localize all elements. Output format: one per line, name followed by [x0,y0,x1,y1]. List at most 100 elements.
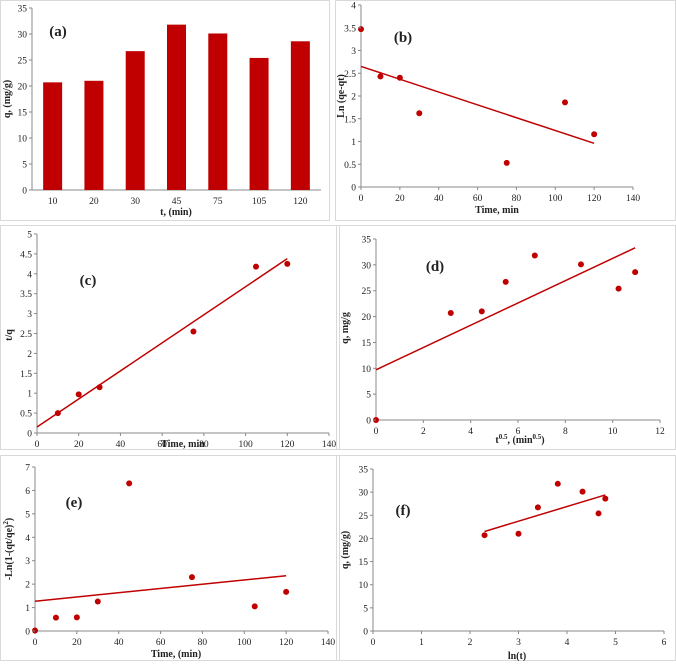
x-axis-label-text: Time, min [475,205,519,216]
x-tick-label: 0 [35,440,40,450]
panel-tag-c: (c) [80,273,97,289]
data-point [562,99,568,106]
panel-border [0,0,330,221]
data-point [190,328,197,335]
y-tick-label: 10 [362,365,372,375]
y-axis-label: -Ln(1-(qt/qe)2) [2,518,15,580]
y-tick-label: 5 [22,161,27,171]
x-tick-label: 2 [421,427,426,437]
y-axis-label-end: ) [4,518,15,521]
panel-tag-a: (a) [49,24,67,40]
y-tick-label: 1.5 [344,115,356,125]
trendline [375,247,636,371]
x-tick-label: 6 [662,638,667,648]
data-point [94,598,101,605]
chart-panel-f: 0 1 2 3 4 5 6 0 5 10 15 20 25 30 35 (f) ln(t) q, (mg/g) [336,455,676,662]
data-point [73,614,80,621]
data-point [54,410,61,417]
y-tick-label: 30 [18,31,28,41]
y-axis-label: Ln (qe-qt) [336,74,347,118]
y-axis-label-text: q, (mg/g) [340,531,351,569]
y-tick-label: 1 [351,138,356,148]
chart-panel-c: 0 20 40 60 80 100 120 140 0 0.5 1 1.5 2 2.5 3 3.5 4 4.5 5 (… [0,225,340,450]
x-tick-label: 75 [213,197,223,207]
y-tick-label: 2 [351,93,356,103]
x-tick-label: 4 [468,427,473,437]
y-tick-label: 1 [25,604,30,614]
y-tick-label: 3.5 [344,24,356,34]
chart-panel-d: 0 2 4 6 8 10 12 0 5 10 15 20 25 30 35 (d) t0.5, (min0.5)… [336,225,676,450]
bar-45 [167,24,186,190]
y-tick-label: 0 [366,417,371,427]
y-tick-label: 15 [18,109,28,119]
x-tick-label: 8 [563,427,568,437]
y-tick-label: 0.5 [20,410,32,420]
x-tick-label: 6 [516,427,521,437]
x-tick-label: 20 [89,197,99,207]
y-tick-label: 0 [22,187,27,197]
y-tick-label: 7 [25,464,30,474]
y-tick-label: 35 [18,5,28,15]
chart-svg-f: 0 1 2 3 4 5 6 0 5 10 15 20 25 30 35 (f) ln(t) q, (mg/g) [336,455,676,662]
data-point [554,480,561,487]
x-tick-label: 120 [280,440,295,450]
x-axis-label-end: ) [541,435,544,446]
bar-20 [84,80,104,190]
x-tick-label: 1 [419,638,424,648]
bar-30 [125,51,145,190]
x-tick-label: 20 [395,194,405,204]
y-axis-label-text: q, mg/g [340,312,351,344]
x-axis-label: t0.5, (min0.5) [495,433,544,446]
y-tick-label: 10 [359,581,369,591]
x-tick-label: 0 [374,427,379,437]
y-tick-label: 3 [25,557,30,567]
x-axis-label-text: Time, min [161,439,205,450]
y-tick-label: 2.5 [344,70,356,80]
chart-svg-a: 10 20 30 45 75 105 120 0 5 10 15 20 25 30 35 (a) t, (min… [0,0,330,221]
x-tick-label: 3 [516,638,521,648]
y-tick-label: 0.5 [344,161,356,171]
y-tick-label: 30 [359,489,369,499]
x-tick-label: 2 [468,638,473,648]
data-point [447,309,454,316]
y-tick-label: 4 [27,270,32,280]
chart-panel-e: 0 20 40 60 80 100 120 140 0 1 2 3 4 5 6 7 (e) Time, (min)… [0,455,340,661]
panel-border [0,225,340,450]
data-point [396,74,403,81]
data-point [591,131,598,138]
data-point [579,488,586,495]
x-axis-label-tail: , (min [508,435,533,446]
y-tick-label: 1.5 [20,370,32,380]
x-axis-label: ln(t) [508,651,526,661]
data-point [534,504,541,511]
x-tick-label: 100 [237,638,252,648]
y-tick-label: 0 [25,628,30,638]
panel-tag-d: (d) [426,259,444,275]
chart-svg-c: 0 20 40 60 80 100 120 140 0 0.5 1 1.5 2 2.5 3 3.5 4 4.5 5 (… [0,225,340,450]
data-point [188,574,195,581]
trendline [34,574,287,602]
data-point [284,260,291,267]
y-axis-label-text: t/q [4,329,15,341]
x-tick-label: 40 [434,194,444,204]
y-tick-label: 5 [363,604,368,614]
panel-border [336,455,676,661]
data-point [577,261,584,268]
data-point [481,532,488,539]
x-tick-label: 4 [565,638,570,648]
chart-svg-b: 0 20 40 60 80 100 120 140 0 0.5 1 1.5 2 2.5 3 3.5 4 (b) Ti… [335,0,676,221]
chart-panel-b: 0 20 40 60 80 100 120 140 0 0.5 1 1.5 2 2.5 3 3.5 4 (b) Ti… [335,0,676,221]
y-tick-label: 5 [25,510,30,520]
x-tick-label: 10 [608,427,618,437]
y-tick-label: 0 [27,430,32,440]
bar-10 [43,82,63,190]
y-tick-label: 0 [363,628,368,638]
trendline [36,258,288,428]
y-tick-label: 4 [25,534,30,544]
data-point [503,159,510,166]
data-point [96,384,103,391]
x-tick-label: 80 [512,194,522,204]
x-tick-label: 45 [172,197,182,207]
data-point [75,391,82,398]
chart-svg-e: 0 20 40 60 80 100 120 140 0 1 2 3 4 5 6 7 (e) Time, (min)… [0,455,340,661]
